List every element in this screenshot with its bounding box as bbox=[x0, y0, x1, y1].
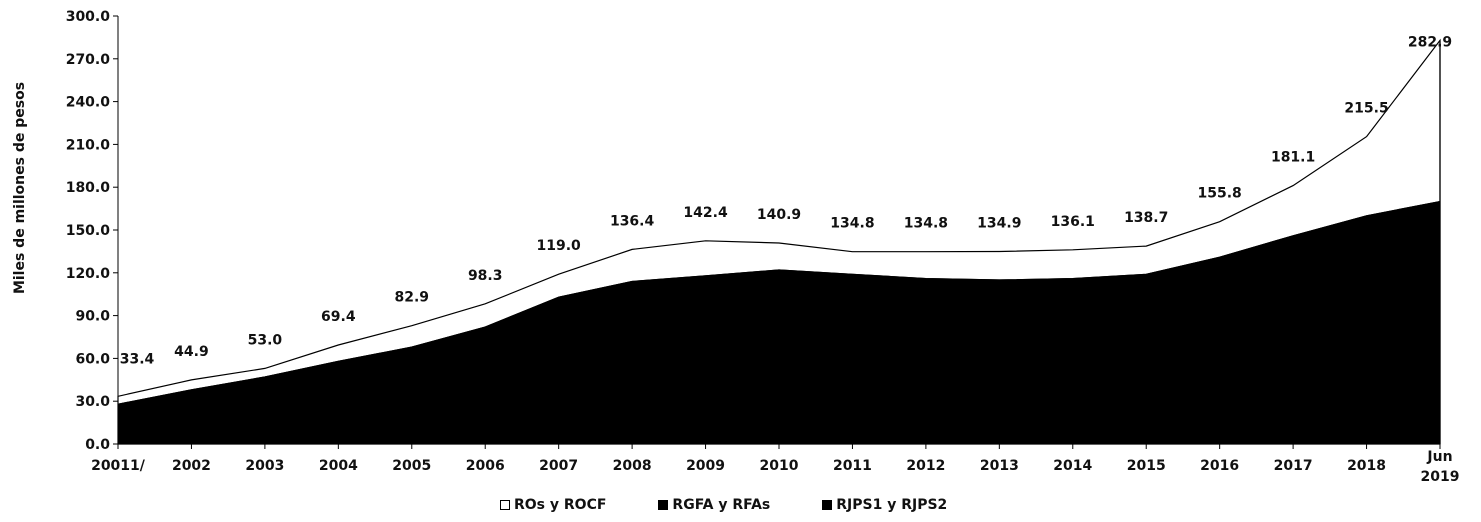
x-tick-label: 2009 bbox=[686, 458, 725, 474]
data-label: 82.9 bbox=[395, 290, 430, 306]
legend-item-rjps: RJPS1 y RJPS2 bbox=[822, 497, 947, 513]
x-tick-label: 20011/ bbox=[91, 458, 146, 474]
area-chart: Miles de millones de pesos 0.0 30.0 60.0 90… bbox=[12, 9, 1460, 485]
x-tick-label: 2014 bbox=[1053, 458, 1092, 474]
y-tick-label: 180.0 bbox=[66, 180, 111, 196]
y-tick-label: 240.0 bbox=[66, 95, 111, 111]
x-tick-label: 2017 bbox=[1274, 458, 1313, 474]
y-tick-label: 300.0 bbox=[66, 9, 111, 25]
legend-swatch-ros bbox=[500, 500, 510, 510]
y-axis: 0.0 30.0 60.0 90.0 120.0 150.0 180.0 210.0 240.0… bbox=[66, 9, 119, 453]
data-label: 134.8 bbox=[830, 216, 874, 232]
x-tick-label: 2019 bbox=[1421, 469, 1460, 485]
data-labels: 33.4 44.9 53.0 69.4 82.9 98.3 119.0 136.4 142.4 1… bbox=[120, 34, 1452, 367]
x-tick-label: 2004 bbox=[319, 458, 358, 474]
data-label: 134.9 bbox=[977, 216, 1021, 232]
data-label: 142.4 bbox=[683, 205, 728, 221]
y-tick-label: 120.0 bbox=[66, 266, 111, 282]
data-label: 136.4 bbox=[610, 213, 655, 229]
data-label: 138.7 bbox=[1124, 210, 1168, 226]
area-series bbox=[117, 38, 1441, 445]
legend-swatch-rgfa bbox=[658, 500, 669, 510]
x-tick-label: 2007 bbox=[539, 458, 578, 474]
x-tick-label: 2010 bbox=[760, 458, 799, 474]
legend-label-rjps: RJPS1 y RJPS2 bbox=[836, 497, 948, 513]
y-tick-label: 270.0 bbox=[66, 52, 111, 68]
x-tick-label: 2003 bbox=[245, 458, 284, 474]
y-tick-label: 60.0 bbox=[75, 351, 110, 367]
x-tick-label: 2008 bbox=[613, 458, 652, 474]
x-tick-label: 2015 bbox=[1127, 458, 1166, 474]
data-label: 282.9 bbox=[1408, 34, 1452, 50]
y-axis-label: Miles de millones de pesos bbox=[12, 82, 28, 294]
data-label: 44.9 bbox=[174, 344, 209, 360]
y-tick-label: 210.0 bbox=[66, 137, 111, 153]
data-label: 69.4 bbox=[321, 309, 356, 325]
y-tick-label: 0.0 bbox=[85, 437, 110, 453]
data-label: 33.4 bbox=[120, 351, 155, 367]
data-label: 98.3 bbox=[468, 268, 503, 284]
legend: ROs y ROCF RGFA y RFAs RJPS1 y RJPS2 bbox=[500, 497, 947, 513]
legend-swatch-rjps bbox=[822, 500, 833, 510]
x-tick-label: 2016 bbox=[1200, 458, 1239, 474]
legend-label-rgfa: RGFA y RFAs bbox=[672, 497, 771, 513]
data-label: 134.8 bbox=[904, 216, 948, 232]
x-tick-label: 2006 bbox=[466, 458, 505, 474]
data-label: 119.0 bbox=[537, 238, 582, 254]
y-tick-label: 90.0 bbox=[75, 309, 110, 325]
y-tick-label: 30.0 bbox=[75, 394, 110, 410]
data-label: 155.8 bbox=[1198, 186, 1242, 202]
data-label: 215.5 bbox=[1344, 101, 1388, 117]
x-tick-label: 2011 bbox=[833, 458, 872, 474]
x-tick-label: 2002 bbox=[172, 458, 211, 474]
x-tick-label: 2013 bbox=[980, 458, 1019, 474]
data-label: 136.1 bbox=[1051, 214, 1095, 230]
legend-label-ros: ROs y ROCF bbox=[514, 497, 607, 513]
data-label: 53.0 bbox=[248, 332, 283, 348]
x-tick-label: 2012 bbox=[906, 458, 945, 474]
data-label: 181.1 bbox=[1271, 150, 1315, 166]
x-tick-label: 2005 bbox=[392, 458, 431, 474]
data-label: 140.9 bbox=[757, 207, 801, 223]
y-tick-label: 150.0 bbox=[66, 223, 111, 239]
legend-item-rgfa: RGFA y RFAs bbox=[658, 497, 770, 513]
area-rjps1-y-rjps2 bbox=[117, 200, 1441, 445]
x-axis: 20011/2002 2003 2004 2005 2006 2007 2008 2009 20… bbox=[91, 443, 1460, 485]
x-tick-label: Jun bbox=[1426, 449, 1452, 465]
legend-item-ros: ROs y ROCF bbox=[500, 497, 606, 513]
x-tick-label: 2018 bbox=[1347, 458, 1386, 474]
